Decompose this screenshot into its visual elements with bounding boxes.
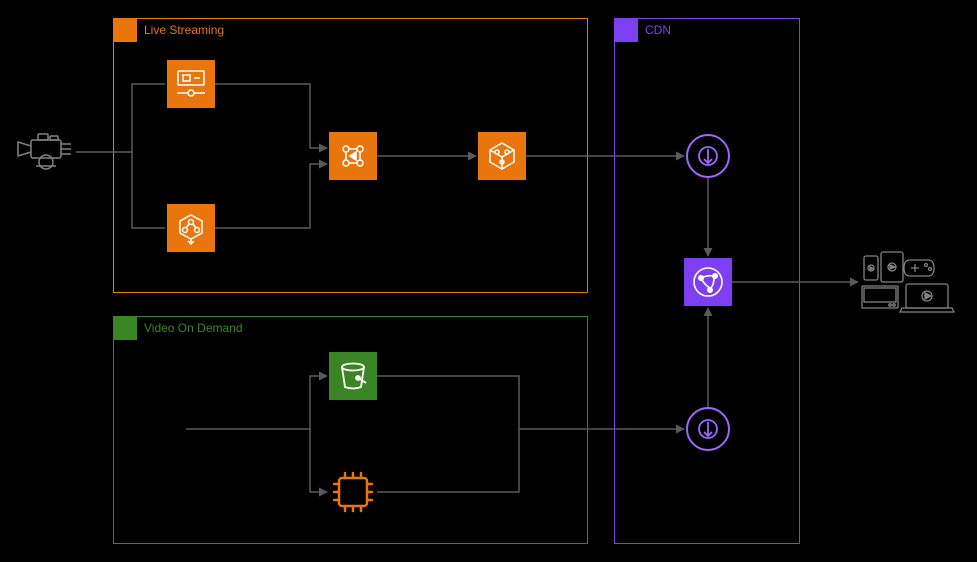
medialive-icon: [329, 132, 377, 180]
group-tab-vod: [113, 316, 137, 340]
group-tab-live: [113, 18, 137, 42]
group-label-live: Live Streaming: [144, 23, 224, 37]
playback-devices-icon: [860, 250, 956, 314]
camera-icon: [14, 132, 76, 172]
group-label-vod: Video On Demand: [144, 321, 243, 335]
origin-bottom-icon: [686, 407, 730, 451]
architecture-diagram: { "canvas": { "width": 977, "height": 56…: [0, 0, 977, 562]
origin-top-icon: [686, 134, 730, 178]
mediapackage-icon: [478, 132, 526, 180]
mediaconnect-icon: [167, 204, 215, 252]
group-label-cdn: CDN: [645, 23, 671, 37]
elemental-link-icon: [167, 60, 215, 108]
cloudfront-icon: [684, 258, 732, 306]
s3-bucket-icon: [329, 352, 377, 400]
group-tab-cdn: [614, 18, 638, 42]
processor-chip-icon: [329, 468, 377, 516]
